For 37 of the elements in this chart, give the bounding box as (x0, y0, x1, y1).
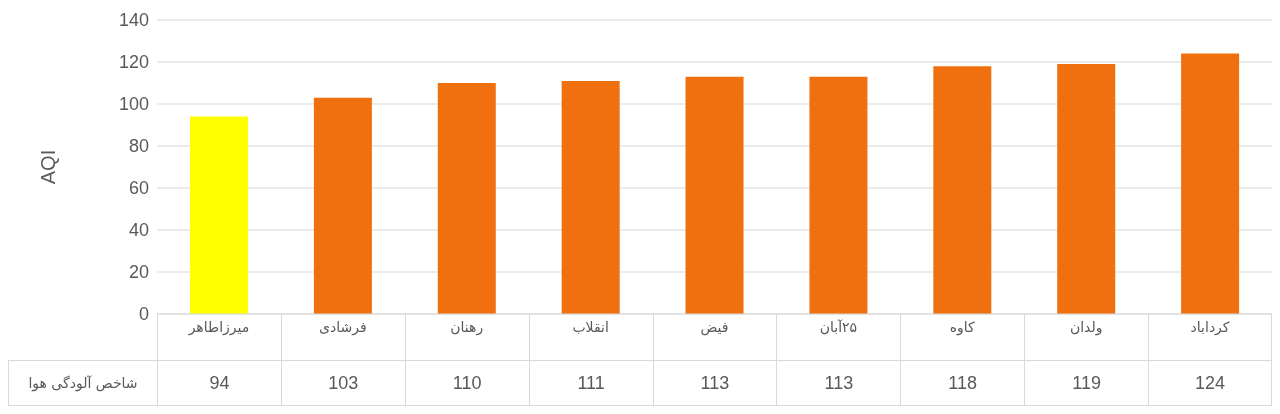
data-label: 118 (900, 360, 1025, 406)
x-tick-label: کاوه (949, 318, 976, 336)
bar (313, 97, 372, 314)
x-tick-label: میرزاطاهر (187, 318, 250, 336)
x-tick-label: فیض (700, 318, 729, 336)
bar (933, 66, 992, 314)
x-tick-label: فرشادی (319, 318, 367, 336)
text: شاخص آلودگی هوا (28, 375, 138, 391)
data-label: 119 (1024, 360, 1148, 406)
bar (437, 83, 496, 314)
y-tick-label: 100 (118, 94, 149, 115)
bar (190, 116, 248, 314)
data-label: 113 (776, 360, 901, 406)
data-label: 103 (280, 360, 405, 406)
y-tick-label: 140 (118, 10, 149, 31)
data-label: 124 (1148, 360, 1272, 406)
data-label: 110 (404, 360, 529, 406)
y-tick-label: 20 (128, 262, 149, 283)
x-tick-label: رهنان (450, 318, 484, 336)
y-axis-title: AQI (37, 149, 60, 185)
y-tick-label: 60 (128, 178, 149, 199)
y-tick-label: 40 (128, 220, 149, 241)
bar (685, 76, 744, 314)
y-tick-label: 0 (138, 304, 149, 325)
bar (1057, 64, 1116, 314)
x-tick-label: ۲۵آبان (819, 318, 858, 335)
data-label: 94 (157, 360, 281, 406)
data-label: 113 (652, 360, 777, 406)
bar (561, 80, 620, 314)
x-tick-label: انقلاب (572, 318, 609, 335)
x-tick-label: ولدان (1069, 318, 1103, 336)
y-tick-label: 120 (118, 52, 149, 73)
bar (809, 76, 868, 314)
x-tick-label: کرداباد (1190, 318, 1230, 336)
data-label: 111 (528, 360, 653, 406)
y-tick-label: 80 (128, 136, 149, 157)
bar (1181, 53, 1240, 314)
